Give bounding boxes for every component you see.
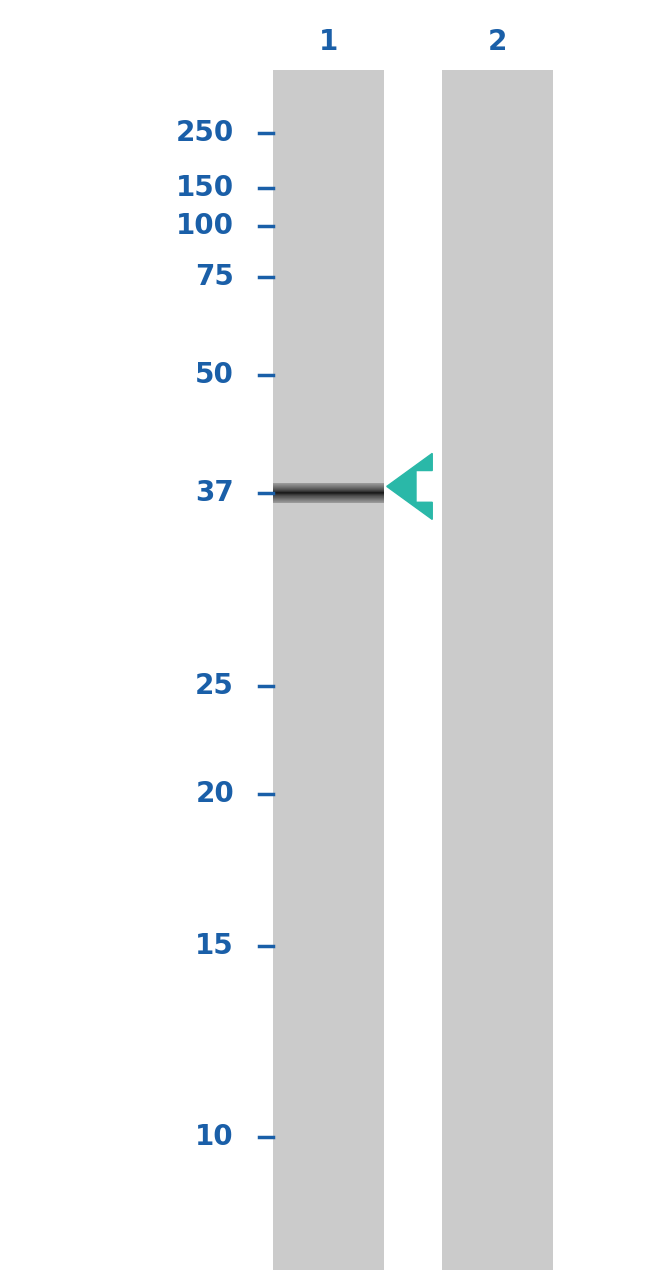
Text: 15: 15	[195, 932, 234, 960]
Text: 75: 75	[195, 263, 234, 291]
Text: 20: 20	[195, 780, 234, 808]
Text: 100: 100	[176, 212, 234, 240]
Bar	[273, 70, 384, 1270]
Text: 2: 2	[488, 28, 507, 56]
Text: 1: 1	[318, 28, 338, 56]
Text: 250: 250	[176, 119, 234, 147]
Text: 50: 50	[195, 361, 234, 389]
Bar	[442, 70, 552, 1270]
Text: 25: 25	[195, 672, 234, 700]
Text: 150: 150	[176, 174, 234, 202]
FancyArrow shape	[387, 453, 432, 519]
Text: 37: 37	[195, 479, 234, 507]
Text: 10: 10	[196, 1123, 234, 1151]
